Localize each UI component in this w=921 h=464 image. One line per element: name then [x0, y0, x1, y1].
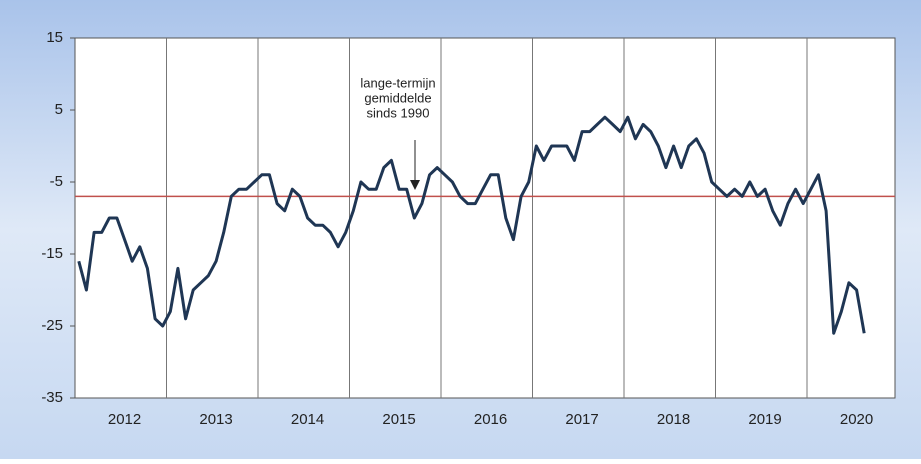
y-tick-label: -15 [41, 245, 63, 262]
annotation: sinds 1990 [367, 105, 430, 120]
annotation-arrowhead [410, 180, 420, 190]
x-tick-label: 2019 [748, 411, 781, 428]
annotation: gemiddelde [364, 90, 431, 105]
x-tick-label: 2015 [382, 411, 415, 428]
y-tick-label: -35 [41, 389, 63, 406]
data-line [77, 115, 866, 335]
y-tick-label: -25 [41, 317, 63, 334]
x-tick-label: 2017 [565, 411, 598, 428]
x-tick-label: 2014 [291, 411, 324, 428]
y-tick-label: -5 [50, 173, 63, 190]
x-tick-label: 2018 [657, 411, 690, 428]
x-tick-label: 2020 [840, 411, 873, 428]
x-tick-label: 2016 [474, 411, 507, 428]
plot-area [74, 37, 896, 399]
y-tick-label: 15 [46, 29, 63, 46]
annotation: lange-termijn [360, 75, 435, 90]
y-tick-label: 5 [55, 101, 63, 118]
x-tick-label: 2012 [108, 411, 141, 428]
x-tick-label: 2013 [199, 411, 232, 428]
